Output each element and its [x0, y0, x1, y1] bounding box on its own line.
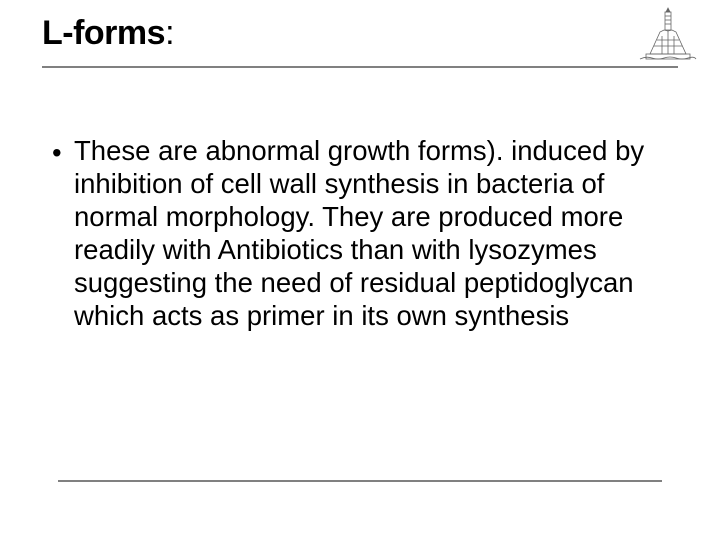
title-colon: : [165, 14, 174, 52]
slide: L-forms: • These are abnormal growth for… [0, 0, 720, 540]
divider-bottom [58, 480, 662, 482]
bullet-text: These are abnormal growth forms). induce… [74, 134, 668, 332]
bullet-marker: • [52, 134, 74, 169]
slide-title: L-forms: [42, 14, 678, 53]
logo-icon [638, 6, 698, 62]
bullet-item: • These are abnormal growth forms). indu… [52, 134, 668, 332]
title-text: L-forms [42, 14, 165, 52]
divider-top [42, 66, 678, 68]
bullet-list: • These are abnormal growth forms). indu… [52, 134, 668, 332]
